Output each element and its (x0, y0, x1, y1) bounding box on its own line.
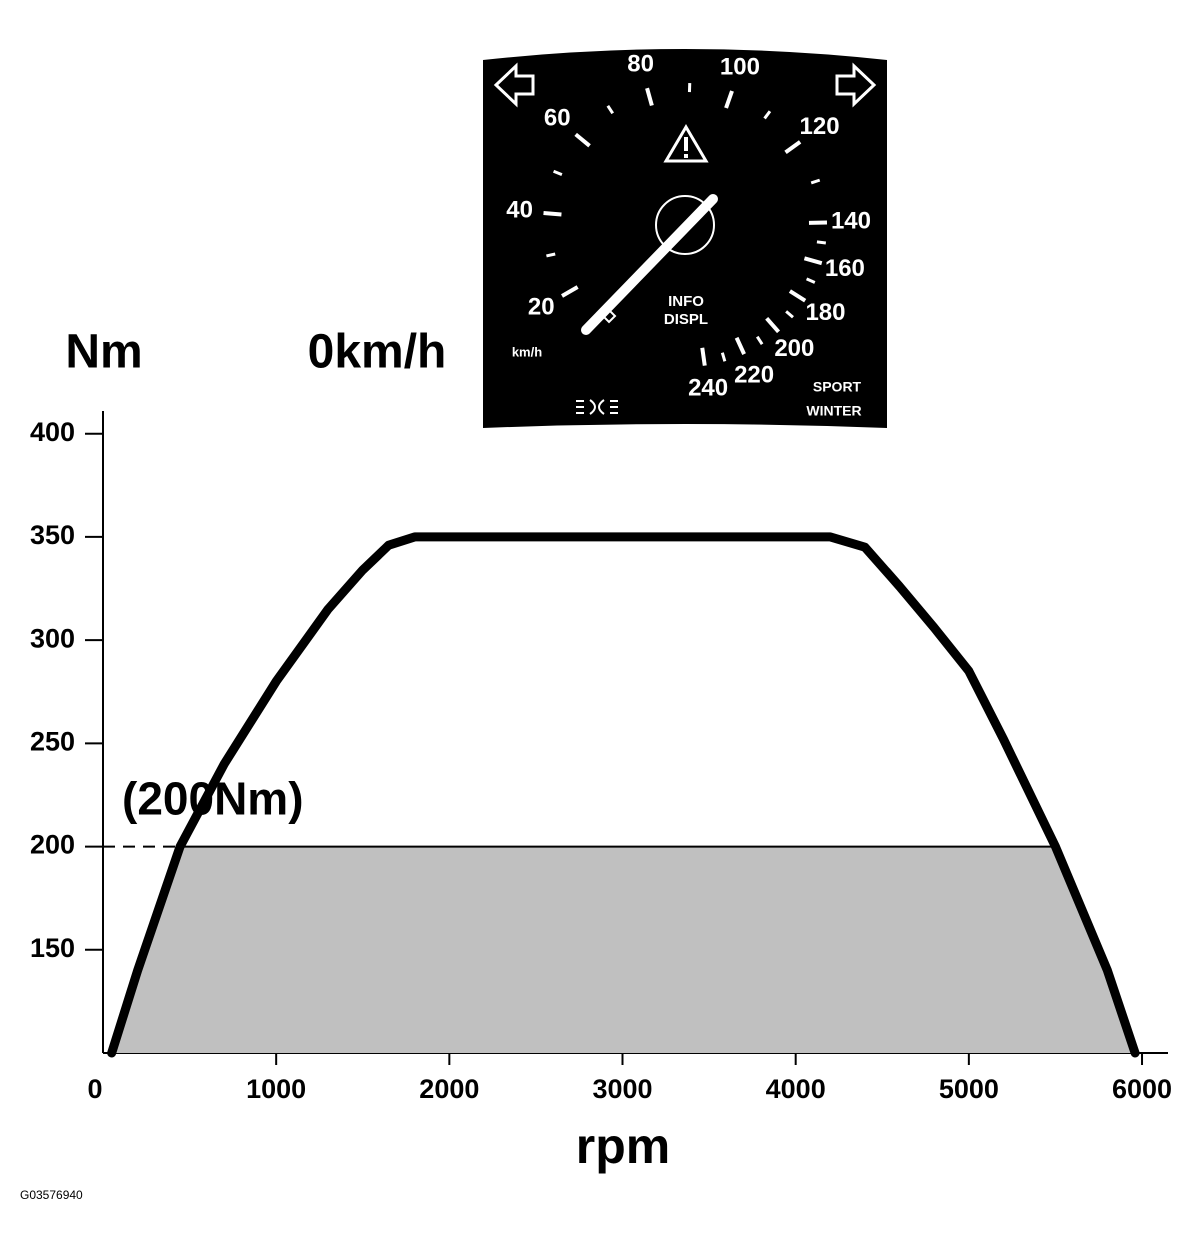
gauge-label: 220 (734, 361, 774, 388)
right-arrow (835, 62, 877, 108)
warning-icon (663, 124, 709, 163)
info-label: INFO (668, 293, 704, 310)
gauge-label: 60 (544, 104, 571, 131)
gauge-minor-tick (785, 310, 794, 319)
mode-label: WINTER (806, 403, 861, 419)
gauge-label: 160 (825, 255, 865, 282)
speed-label: 0km/h (308, 326, 447, 379)
gauge-tick (803, 256, 823, 266)
gauge-hub (655, 195, 715, 255)
gauge-label: 20 (528, 293, 555, 320)
gauge-label: 120 (800, 113, 840, 140)
light-icon (576, 399, 618, 415)
x-tick-label: 0 (87, 1074, 102, 1104)
gauge-minor-tick (553, 169, 563, 177)
warning-mark (684, 137, 688, 151)
y-tick-label: 250 (30, 726, 75, 756)
gauge-minor-tick (606, 104, 614, 115)
gauge-tick (543, 211, 562, 217)
y-tick-label: 300 (30, 623, 75, 653)
x-tick-label: 1000 (246, 1074, 306, 1104)
warning-dot (684, 154, 688, 158)
gauge-tick (645, 87, 654, 107)
gauge-label: 100 (720, 54, 760, 81)
gauge-label: 80 (627, 50, 654, 77)
gauge-label: 40 (506, 196, 533, 223)
gauge-minor-tick (755, 335, 764, 346)
needle (581, 194, 718, 335)
gauge-minor-tick (720, 352, 727, 362)
gauge-tick (765, 316, 781, 334)
x-tick-label: 3000 (592, 1074, 652, 1104)
mode-label: SPORT (813, 379, 862, 395)
gauge-tick (788, 289, 807, 303)
gauge-minor-tick (763, 110, 772, 120)
gauge-minor-tick (805, 277, 816, 284)
figure-code: G03576940 (20, 1188, 83, 1202)
needle-marker (601, 308, 617, 324)
x-tick-label: 5000 (939, 1074, 999, 1104)
gauge-minor-tick (810, 178, 821, 185)
x-axis-label: rpm (576, 1118, 670, 1174)
gauge-tick (784, 140, 802, 155)
gauge-label: 140 (831, 207, 871, 234)
y-tick-label: 200 (30, 830, 75, 860)
left-arrow (493, 62, 535, 108)
threshold-area (111, 846, 1136, 1053)
x-tick-label: 2000 (419, 1074, 479, 1104)
gauge-unit: km/h (512, 344, 542, 359)
x-tick-label: 6000 (1112, 1074, 1172, 1104)
gauge-tick (561, 285, 579, 298)
gauge-tick (724, 90, 734, 109)
gauge-tick (700, 347, 707, 366)
y-tick-label: 400 (30, 417, 75, 447)
y-tick-label: 150 (30, 933, 75, 963)
gauge-label: 180 (805, 299, 845, 326)
gauge-minor-tick (546, 252, 556, 258)
gauge-label: 200 (774, 335, 814, 362)
gauge-minor-tick (816, 240, 827, 245)
y-axis-label: Nm (65, 326, 142, 379)
torque-curve (107, 532, 1140, 1058)
x-tick-label: 4000 (766, 1074, 826, 1104)
y-tick-label: 350 (30, 520, 75, 550)
info-label: DISPL (664, 311, 708, 328)
gauge-label: 240 (688, 375, 728, 402)
gauge-tick (574, 132, 591, 148)
gauge-tick (734, 336, 746, 355)
